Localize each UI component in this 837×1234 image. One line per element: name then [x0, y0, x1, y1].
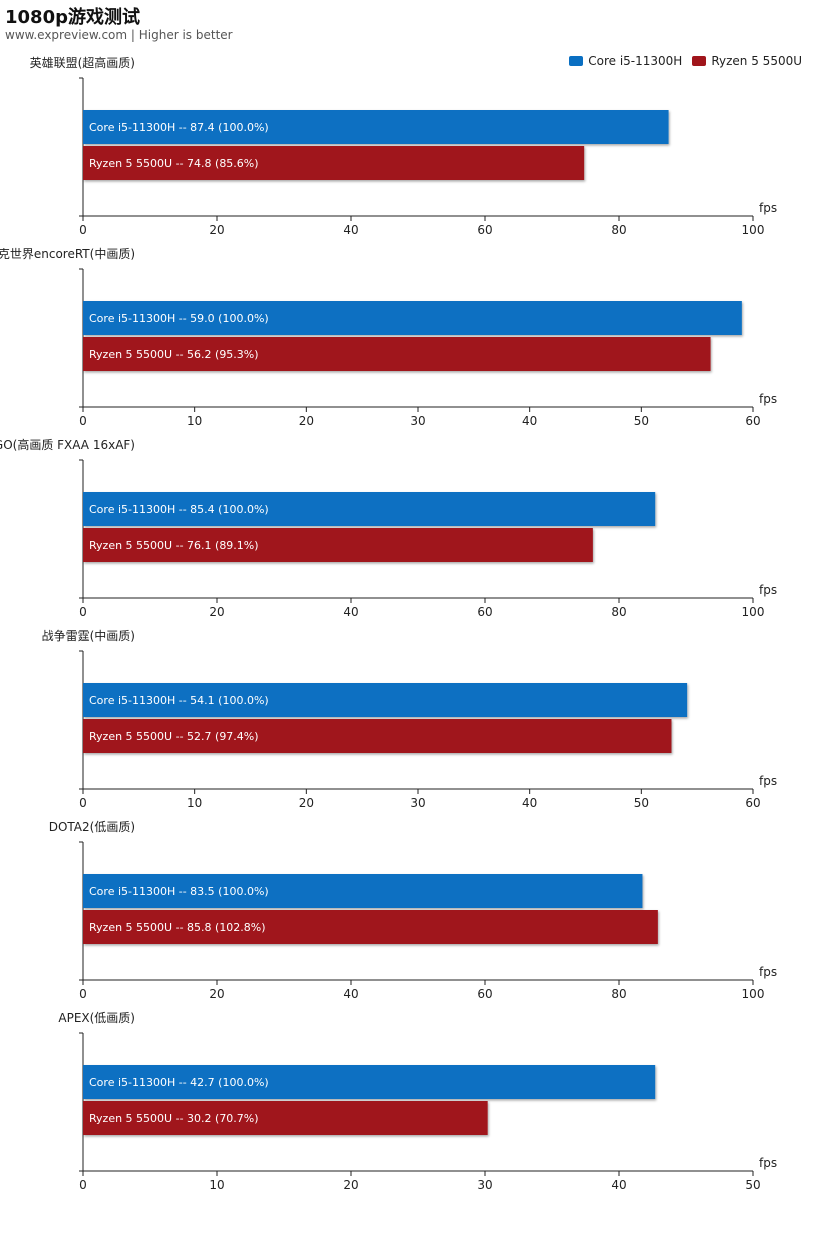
- x-tick-label: 0: [79, 605, 87, 619]
- chart-panel: CS:GO(高画质 FXAA 16xAF) 0 20 40 60 80 100 fps Core…: [0, 437, 777, 619]
- x-tick-label: 20: [299, 414, 314, 428]
- bar-core-i5-11300h[interactable]: [83, 301, 742, 335]
- x-tick-label: 60: [477, 605, 492, 619]
- x-tick-label: 30: [410, 414, 425, 428]
- x-tick-label: 40: [611, 1178, 626, 1192]
- x-tick-label: 80: [611, 223, 626, 237]
- x-tick-label: 40: [343, 605, 358, 619]
- bar-ryzen-5-5500u[interactable]: [83, 528, 593, 562]
- chart-title: APEX(低画质): [58, 1011, 135, 1025]
- bar-ryzen-5-5500u[interactable]: [83, 146, 585, 180]
- x-tick-label: 40: [522, 796, 537, 810]
- bar-data-label: Ryzen 5 5500U -- 56.2 (95.3%): [89, 348, 259, 361]
- x-tick-label: 0: [79, 1178, 87, 1192]
- legend-label-intel: Core i5-11300H: [588, 54, 683, 68]
- legend-label-amd: Ryzen 5 5500U: [711, 54, 802, 68]
- legend-swatch-amd: [692, 56, 707, 66]
- bar-data-label: Core i5-11300H -- 54.1 (100.0%): [89, 694, 269, 707]
- x-axis-unit: fps: [759, 965, 777, 979]
- x-axis-unit: fps: [759, 1156, 777, 1170]
- chart-panel: DOTA2(低画质) 0 20 40 60 80 100 fps Core i5-11300H …: [49, 820, 777, 1001]
- x-tick-label: 20: [209, 223, 224, 237]
- x-axis-unit: fps: [759, 392, 777, 406]
- x-tick-label: 30: [477, 1178, 492, 1192]
- legend-swatch-intel: [569, 56, 584, 66]
- bar-ryzen-5-5500u[interactable]: [83, 337, 711, 371]
- chart-title: 坦克世界encoreRT(中画质): [0, 246, 135, 261]
- x-tick-label: 60: [477, 987, 492, 1001]
- x-tick-label: 100: [742, 987, 765, 1001]
- chart-panel: 战争雷霆(中画质) 0 10 20 30 40 50 60 fps Core i5-11300H …: [42, 628, 777, 810]
- x-tick-label: 0: [79, 987, 87, 1001]
- page-subtitle: www.expreview.com | Higher is better: [5, 28, 233, 42]
- bar-data-label: Ryzen 5 5500U -- 76.1 (89.1%): [89, 539, 259, 552]
- x-tick-label: 60: [745, 414, 760, 428]
- x-tick-label: 20: [343, 1178, 358, 1192]
- chart-panel: 英雄联盟(超高画质) 0 20 40 60 80 100 fps Core i5-11300H …: [30, 55, 777, 237]
- legend-item-amd[interactable]: Ryzen 5 5500U: [692, 54, 802, 68]
- x-tick-label: 80: [611, 987, 626, 1001]
- bar-core-i5-11300h[interactable]: [83, 492, 656, 526]
- x-axis-unit: fps: [759, 201, 777, 215]
- x-axis-unit: fps: [759, 774, 777, 788]
- chart-title: DOTA2(低画质): [49, 820, 135, 834]
- chart-title: 英雄联盟(超高画质): [30, 55, 135, 70]
- page-title: 1080p游戏测试: [5, 7, 140, 28]
- x-tick-label: 100: [742, 223, 765, 237]
- bar-core-i5-11300h[interactable]: [83, 110, 669, 144]
- chart-panel: 坦克世界encoreRT(中画质) 0 10 20 30 40 50 60 fps Core i5…: [0, 246, 777, 428]
- bar-core-i5-11300h[interactable]: [83, 683, 688, 717]
- x-tick-label: 40: [522, 414, 537, 428]
- bar-data-label: Core i5-11300H -- 87.4 (100.0%): [89, 121, 269, 134]
- bar-data-label: Core i5-11300H -- 59.0 (100.0%): [89, 312, 269, 325]
- chart-panel: APEX(低画质) 0 10 20 30 40 50 fps Core i5-11300H --…: [58, 1011, 777, 1192]
- chart-title: 战争雷霆(中画质): [42, 628, 135, 643]
- bar-core-i5-11300h[interactable]: [83, 874, 643, 908]
- bar-data-label: Ryzen 5 5500U -- 30.2 (70.7%): [89, 1112, 259, 1125]
- x-tick-label: 0: [79, 796, 87, 810]
- bar-data-label: Ryzen 5 5500U -- 52.7 (97.4%): [89, 730, 259, 743]
- bar-data-label: Core i5-11300H -- 42.7 (100.0%): [89, 1076, 269, 1089]
- bar-data-label: Ryzen 5 5500U -- 85.8 (102.8%): [89, 921, 266, 934]
- x-tick-label: 10: [187, 414, 202, 428]
- x-tick-label: 30: [410, 796, 425, 810]
- x-tick-label: 10: [209, 1178, 224, 1192]
- x-tick-label: 50: [634, 414, 649, 428]
- x-tick-label: 100: [742, 605, 765, 619]
- x-axis-unit: fps: [759, 583, 777, 597]
- bar-data-label: Core i5-11300H -- 85.4 (100.0%): [89, 503, 269, 516]
- x-tick-label: 50: [745, 1178, 760, 1192]
- bar-ryzen-5-5500u[interactable]: [83, 910, 658, 944]
- bar-ryzen-5-5500u[interactable]: [83, 1101, 488, 1135]
- x-tick-label: 10: [187, 796, 202, 810]
- x-tick-label: 60: [745, 796, 760, 810]
- x-tick-label: 50: [634, 796, 649, 810]
- bar-ryzen-5-5500u[interactable]: [83, 719, 672, 753]
- x-tick-label: 20: [299, 796, 314, 810]
- x-tick-label: 80: [611, 605, 626, 619]
- x-tick-label: 40: [343, 987, 358, 1001]
- bar-data-label: Core i5-11300H -- 83.5 (100.0%): [89, 885, 269, 898]
- bar-data-label: Ryzen 5 5500U -- 74.8 (85.6%): [89, 157, 259, 170]
- bar-core-i5-11300h[interactable]: [83, 1065, 656, 1099]
- x-tick-label: 20: [209, 605, 224, 619]
- x-tick-label: 40: [343, 223, 358, 237]
- x-tick-label: 0: [79, 223, 87, 237]
- x-tick-label: 20: [209, 987, 224, 1001]
- legend-item-intel[interactable]: Core i5-11300H: [569, 54, 682, 68]
- chart-title: CS:GO(高画质 FXAA 16xAF): [0, 437, 135, 452]
- legend: Core i5-11300H Ryzen 5 5500U: [569, 54, 802, 68]
- x-tick-label: 60: [477, 223, 492, 237]
- x-tick-label: 0: [79, 414, 87, 428]
